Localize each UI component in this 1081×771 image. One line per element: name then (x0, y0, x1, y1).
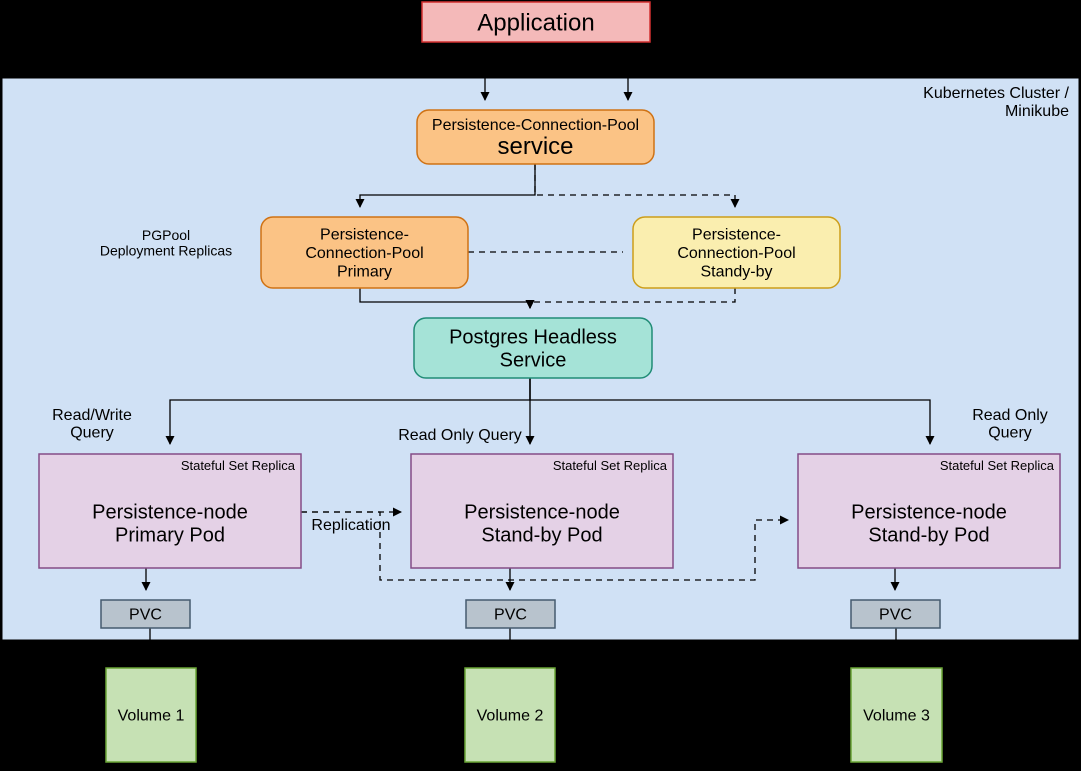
node-application: Application (422, 2, 650, 42)
node-pod_standby1: Stateful Set Replica Persistence-nodeStan… (411, 454, 673, 568)
node-pvc3: PVC (851, 600, 940, 628)
node-pod_primary: Stateful Set Replica Persistence-nodePrim… (39, 454, 301, 568)
node-label2-pcp_service: service (497, 133, 573, 160)
node-pcp_standby: Persistence-Connection-PoolStandy-by (633, 217, 840, 288)
node-pod_standby2: Stateful Set Replica Persistence-nodeStan… (798, 454, 1060, 568)
node-label-pod_standby2: Persistence-nodeStand-by Pod (851, 502, 1007, 547)
node-pcp_primary: Persistence-Connection-PoolPrimary (261, 217, 468, 288)
node-vol3: Volume 3 (851, 668, 942, 762)
node-label-pvc1: PVC (129, 607, 162, 624)
node-header-pod_standby1: Stateful Set Replica (553, 458, 668, 473)
node-label-pvc2: PVC (494, 607, 527, 624)
node-header-pod_primary: Stateful Set Replica (181, 458, 296, 473)
node-pvc1: PVC (101, 600, 190, 628)
node-label-pod_standby1: Persistence-nodeStand-by Pod (464, 502, 620, 547)
node-label-pod_primary: Persistence-nodePrimary Pod (92, 502, 248, 547)
node-label-application: Application (477, 9, 594, 36)
node-vol2: Volume 2 (465, 668, 555, 762)
node-label1-pcp_service: Persistence-Connection-Pool (432, 117, 639, 134)
annotation-replication: Replication (311, 517, 390, 534)
annotation-ro_query1: Read Only Query (398, 427, 522, 444)
node-label-vol2: Volume 2 (477, 708, 544, 725)
node-vol1: Volume 1 (106, 668, 196, 762)
node-pvc2: PVC (466, 600, 555, 628)
node-label-vol1: Volume 1 (118, 708, 185, 725)
node-label-pvc3: PVC (879, 607, 912, 624)
node-label-vol3: Volume 3 (863, 708, 930, 725)
node-headless: Postgres HeadlessService (414, 318, 652, 378)
node-pcp_service: Persistence-Connection-Poolservice (417, 110, 654, 164)
node-header-pod_standby2: Stateful Set Replica (940, 458, 1055, 473)
